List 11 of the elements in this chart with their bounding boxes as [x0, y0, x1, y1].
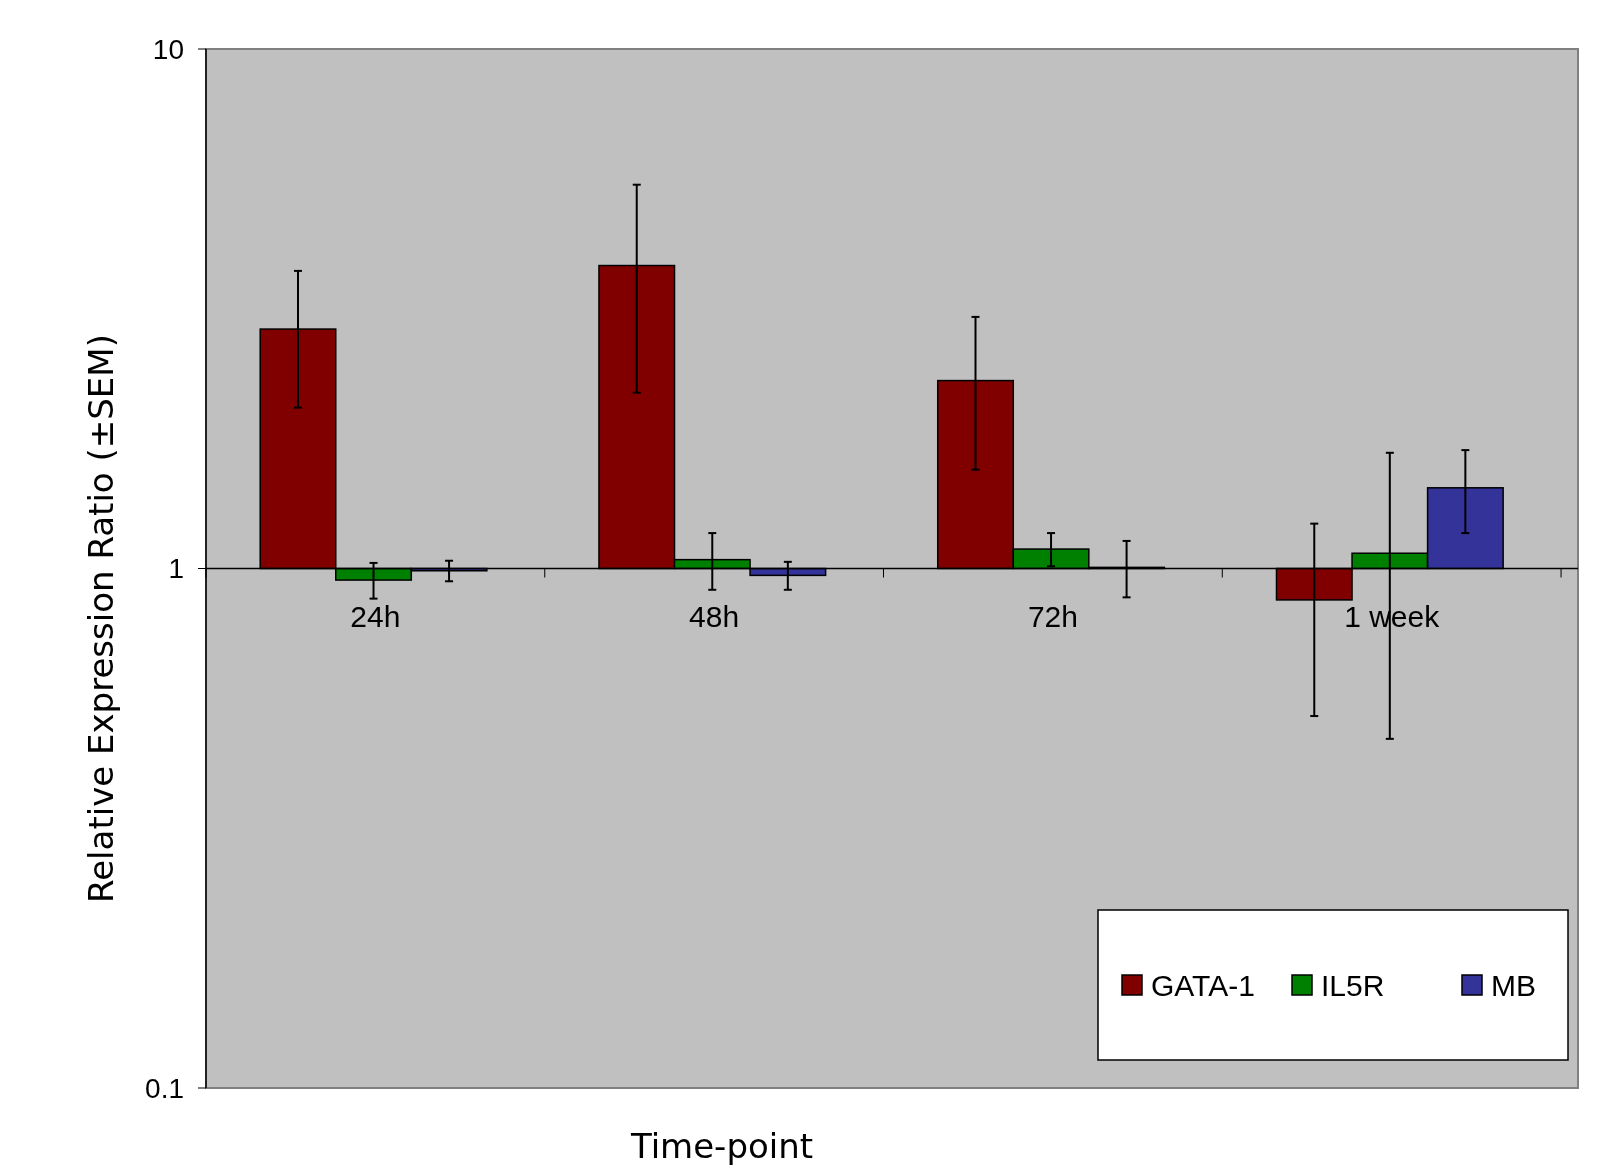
legend-label: MB [1491, 968, 1536, 1002]
x-axis-title: Time-point [629, 1126, 814, 1166]
y-tick-label: 1 [168, 553, 184, 585]
x-tick-label: 24h [350, 599, 401, 633]
legend-label: GATA-1 [1151, 968, 1255, 1002]
y-tick-label: 0.1 [145, 1072, 184, 1104]
x-tick-label: 72h [1027, 599, 1078, 633]
y-tick-label: 10 [152, 33, 184, 65]
legend-label: IL5R [1321, 968, 1385, 1002]
y-axis-title: Relative Expression Ratio (±SEM) [81, 334, 121, 903]
x-tick-label: 48h [689, 599, 740, 633]
